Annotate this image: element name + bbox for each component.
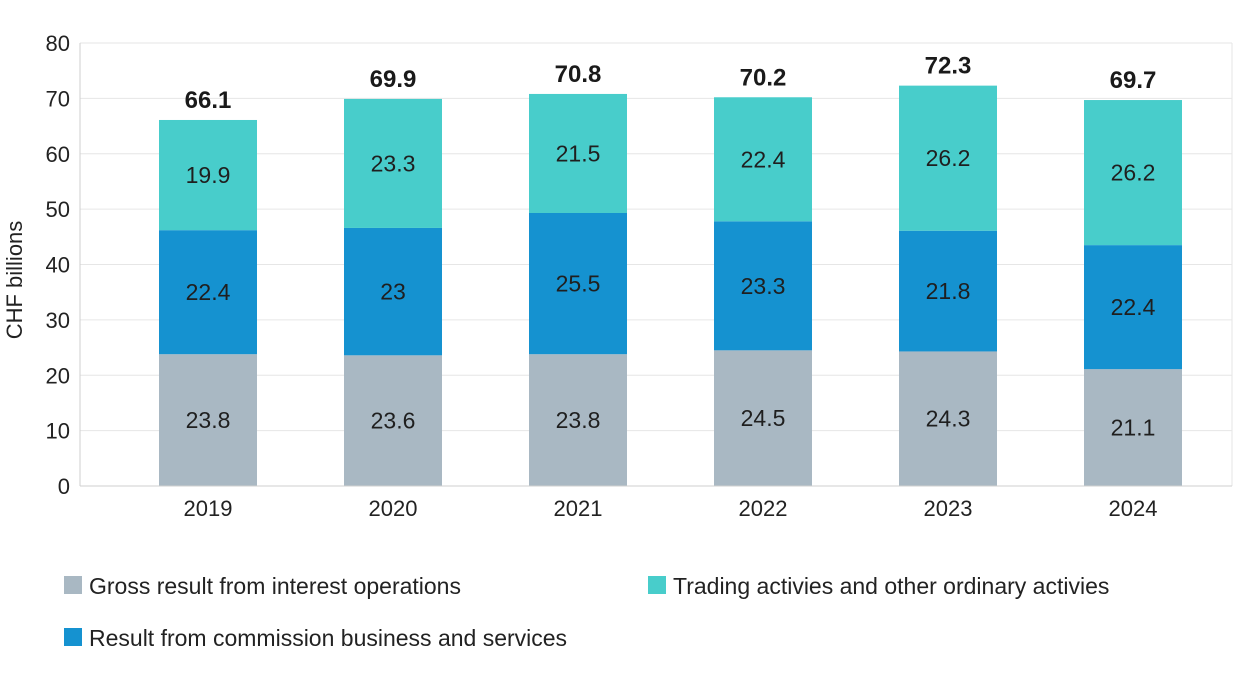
bar-segment [344, 98, 442, 228]
x-tick-label: 2023 [924, 496, 973, 521]
legend-label: Result from commission business and serv… [89, 625, 567, 651]
data-label: 25.5 [556, 271, 601, 297]
data-labels: 23.8 22.4 19.9 66.1 23.6 23 23.3 69.9 23.8 25.5 21… [185, 53, 1157, 441]
y-axis-title: CHF billions [2, 221, 27, 340]
data-label: 23.6 [371, 408, 416, 434]
bar-segment [529, 213, 627, 355]
axes: 0 10 20 30 40 50 60 70 80 2019 2020 2021 2022 2023 202… [46, 31, 1232, 521]
legend-swatch [64, 576, 82, 594]
bar-segment [714, 350, 812, 486]
data-label: 23.8 [556, 407, 601, 433]
data-label: 23.3 [741, 273, 786, 299]
data-label: 24.3 [926, 406, 971, 432]
x-tick-label: 2024 [1109, 496, 1158, 521]
data-label: 23 [380, 279, 406, 305]
data-label: 22.4 [1111, 294, 1156, 320]
bar-segment [159, 119, 257, 231]
x-tick-label: 2020 [369, 496, 418, 521]
y-tick-label: 80 [46, 31, 70, 56]
bar-segment [529, 354, 627, 486]
legend-label: Trading activies and other ordinary acti… [673, 573, 1109, 599]
gridlines [80, 42, 1233, 486]
data-label: 26.2 [1111, 160, 1156, 186]
data-label: 23.3 [371, 150, 416, 176]
bars [159, 85, 1182, 486]
legend-swatch [648, 576, 666, 594]
total-label: 69.7 [1110, 67, 1157, 94]
total-label: 70.8 [555, 61, 602, 88]
legend-swatch [64, 628, 82, 646]
data-label: 22.4 [741, 146, 786, 172]
bar-segment [159, 230, 257, 355]
y-tick-label: 10 [46, 419, 70, 444]
data-label: 23.8 [186, 407, 231, 433]
bar-segment [1084, 369, 1182, 486]
bar-segment [899, 85, 997, 231]
bar-segment [1084, 245, 1182, 370]
bar-segment [899, 351, 997, 486]
bar-segment [1084, 100, 1182, 246]
data-label: 21.1 [1111, 415, 1156, 441]
y-tick-label: 30 [46, 308, 70, 333]
data-label: 19.9 [186, 162, 231, 188]
y-tick-label: 50 [46, 197, 70, 222]
bar-segment [344, 355, 442, 486]
x-tick-label: 2021 [554, 496, 603, 521]
x-tick-label: 2022 [739, 496, 788, 521]
y-tick-label: 60 [46, 142, 70, 167]
bar-segment [899, 230, 997, 352]
y-tick-label: 20 [46, 363, 70, 388]
total-label: 70.2 [740, 64, 787, 91]
total-label: 69.9 [370, 66, 417, 93]
total-label: 66.1 [185, 87, 232, 114]
y-tick-label: 0 [58, 474, 70, 499]
y-tick-label: 40 [46, 253, 70, 278]
legend: Gross result from interest operations Tra… [64, 573, 1109, 651]
data-label: 22.4 [186, 279, 231, 305]
bar-segment [714, 97, 812, 222]
x-tick-label: 2019 [184, 496, 233, 521]
data-label: 26.2 [926, 145, 971, 171]
total-label: 72.3 [925, 53, 972, 80]
y-tick-label: 70 [46, 86, 70, 111]
data-label: 24.5 [741, 405, 786, 431]
legend-label: Gross result from interest operations [89, 573, 461, 599]
bar-segment [344, 227, 442, 356]
data-label: 21.8 [926, 278, 971, 304]
bar-segment [159, 354, 257, 486]
bar-segment [714, 221, 812, 351]
data-label: 21.5 [556, 140, 601, 166]
bar-segment [529, 93, 627, 214]
